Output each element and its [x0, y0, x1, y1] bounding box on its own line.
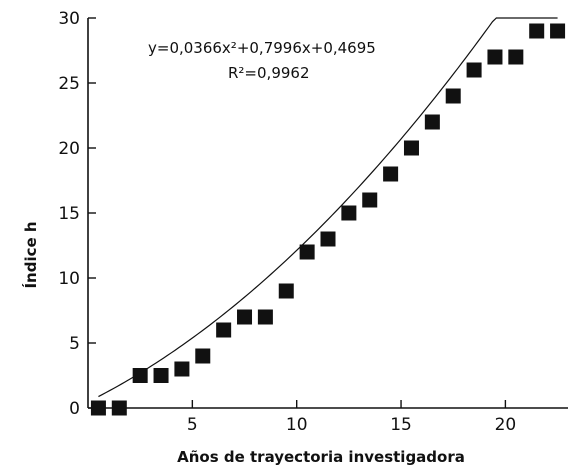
y-tick-label: 15	[58, 204, 80, 224]
data-point	[424, 114, 440, 130]
data-point	[466, 62, 482, 78]
data-point	[508, 49, 524, 65]
data-point	[362, 192, 378, 208]
trendline-group	[98, 17, 558, 398]
data-point	[320, 231, 336, 247]
data-point	[445, 88, 461, 104]
data-point	[487, 49, 503, 65]
x-tick-label: 10	[286, 415, 308, 435]
data-point	[299, 244, 315, 260]
y-tick-label: 20	[58, 139, 80, 159]
data-point	[195, 348, 211, 364]
data-point	[341, 205, 357, 221]
data-points	[90, 23, 566, 416]
data-point	[257, 309, 273, 325]
data-point	[278, 283, 294, 299]
data-point	[403, 140, 419, 156]
data-point	[111, 400, 127, 416]
r-squared-annotation: R²=0,9962	[228, 64, 310, 82]
data-point	[550, 23, 566, 39]
y-tick-label: 10	[58, 269, 80, 289]
data-point	[153, 368, 169, 383]
y-tick-label: 0	[69, 399, 80, 419]
y-tick-label: 5	[69, 334, 80, 354]
data-point	[529, 23, 545, 39]
data-point	[216, 322, 232, 338]
equation-annotation: y=0,0366x²+0,7996x+0,4695	[148, 39, 376, 57]
x-axis-title: Años de trayectoria investigadora	[177, 448, 465, 466]
y-axis-title: Índice h	[21, 221, 40, 288]
axes	[87, 18, 568, 409]
data-point	[237, 309, 253, 325]
data-point	[383, 166, 399, 182]
data-point	[174, 361, 190, 377]
y-tick-label: 25	[58, 74, 80, 94]
data-point	[132, 368, 148, 383]
ticks: 0 5 10 15 20 25 30 5 10 15 20	[58, 9, 516, 435]
data-point	[90, 400, 106, 416]
x-tick-label: 20	[495, 415, 517, 435]
y-tick-label: 30	[58, 9, 80, 29]
x-tick-label: 15	[390, 415, 412, 435]
x-tick-label: 5	[187, 415, 198, 435]
trendline	[98, 17, 558, 398]
